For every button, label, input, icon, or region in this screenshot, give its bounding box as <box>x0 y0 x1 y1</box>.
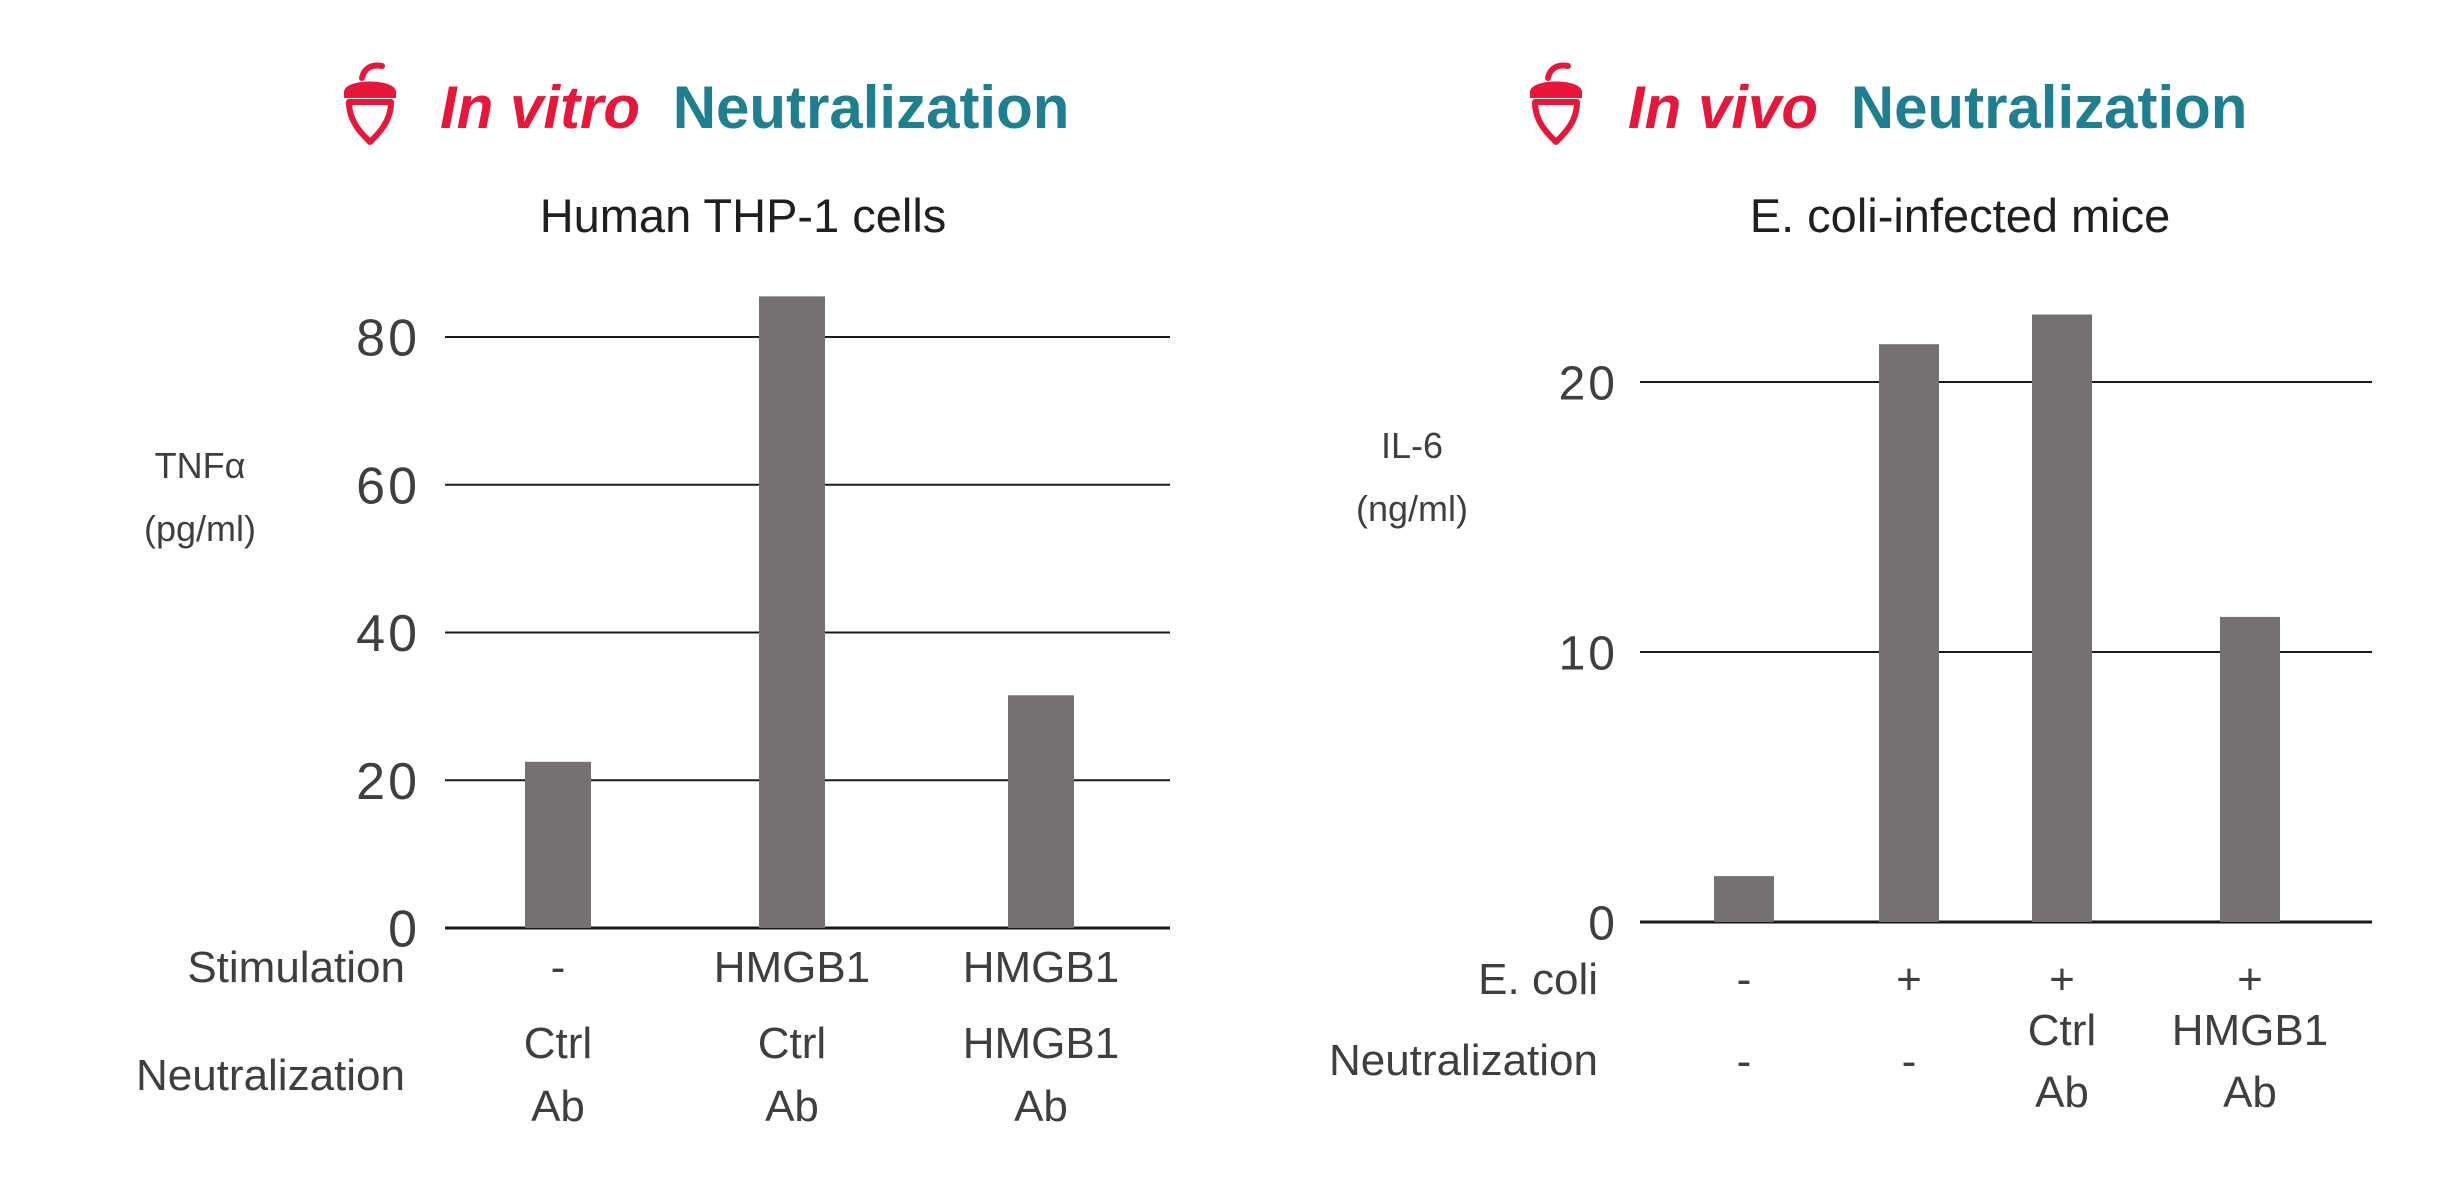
y-tick-label: 0 <box>1588 897 1618 950</box>
category-label-row-2: - <box>1902 1037 1917 1086</box>
panel-heading-italic: In vitro <box>440 74 640 141</box>
y-tick-label: 40 <box>356 605 420 663</box>
category-label-row-2: Ab <box>2035 1068 2089 1117</box>
category-label-row-1: + <box>2049 955 2075 1004</box>
category-label-row-2: HMGB1 <box>2172 1006 2328 1055</box>
chart-panel-in-vitro: In vitro Neutralization Human THP-1 cell… <box>136 62 1170 1131</box>
row-label-stimulation: Stimulation <box>187 943 405 992</box>
category-label-row-2: HMGB1 <box>963 1019 1119 1068</box>
y-axis-label-line-1: IL-6 <box>1381 425 1443 466</box>
row-label-neutralization: Neutralization <box>1329 1036 1598 1085</box>
y-axis-label-line-2: (ng/ml) <box>1356 488 1468 529</box>
bar <box>525 761 591 928</box>
y-tick-label: 0 <box>388 901 420 959</box>
chart-title: Human THP-1 cells <box>540 189 947 242</box>
bar <box>2032 314 2092 922</box>
panel-heading-rest: Neutralization <box>1851 74 2248 141</box>
panel-heading: In vivo Neutralization <box>1628 74 2247 141</box>
y-tick-label: 20 <box>1559 357 1618 410</box>
y-tick-label: 60 <box>356 457 420 515</box>
bar-series <box>525 296 1074 928</box>
row-label-e-coli: E. coli <box>1478 955 1598 1004</box>
row-label-neutralization: Neutralization <box>136 1051 405 1100</box>
category-label-row-2: Ctrl <box>758 1019 826 1068</box>
y-axis-label-line-1: TNFα <box>155 445 246 486</box>
chart-panel-in-vivo: In vivo Neutralization E. coli-infected … <box>1329 62 2372 1117</box>
category-labels: - Ctrl Ab HMGB1 Ctrl Ab HMGB1 HMGB1 Ab <box>524 943 1119 1131</box>
acorn-icon <box>1530 62 1582 145</box>
y-tick-labels: 0 20 40 60 80 <box>356 310 420 959</box>
y-tick-label: 80 <box>356 310 420 368</box>
panel-heading: In vitro Neutralization <box>440 74 1069 141</box>
category-label-row-2: Ab <box>1014 1082 1068 1131</box>
category-label-row-1: + <box>2237 955 2263 1004</box>
acorn-icon <box>344 62 396 145</box>
category-label-row-1: HMGB1 <box>714 943 870 992</box>
y-tick-label: 10 <box>1559 627 1618 680</box>
category-label-row-2: Ab <box>765 1082 819 1131</box>
panel-heading-rest: Neutralization <box>673 74 1070 141</box>
bar-series <box>1714 314 2280 922</box>
category-label-row-2: - <box>1737 1037 1752 1086</box>
category-label-row-1: HMGB1 <box>963 943 1119 992</box>
category-label-row-1: - <box>1737 955 1752 1004</box>
category-label-row-2: Ab <box>2223 1068 2277 1117</box>
bar <box>759 296 825 928</box>
bar <box>2220 616 2280 922</box>
chart-title: E. coli-infected mice <box>1750 189 2171 242</box>
category-label-row-2: Ctrl <box>524 1019 592 1068</box>
y-axis-label-line-2: (pg/ml) <box>144 508 256 549</box>
y-tick-label: 20 <box>356 753 420 811</box>
category-label-row-2: Ctrl <box>2028 1006 2096 1055</box>
panel-heading-italic: In vivo <box>1628 74 1818 141</box>
bar <box>1714 876 1774 922</box>
category-label-row-1: - <box>551 943 566 992</box>
bar <box>1879 344 1939 922</box>
y-tick-labels: 0 10 20 <box>1559 357 1618 950</box>
category-label-row-2: Ab <box>531 1082 585 1131</box>
bar <box>1008 695 1074 928</box>
category-label-row-1: + <box>1896 955 1922 1004</box>
